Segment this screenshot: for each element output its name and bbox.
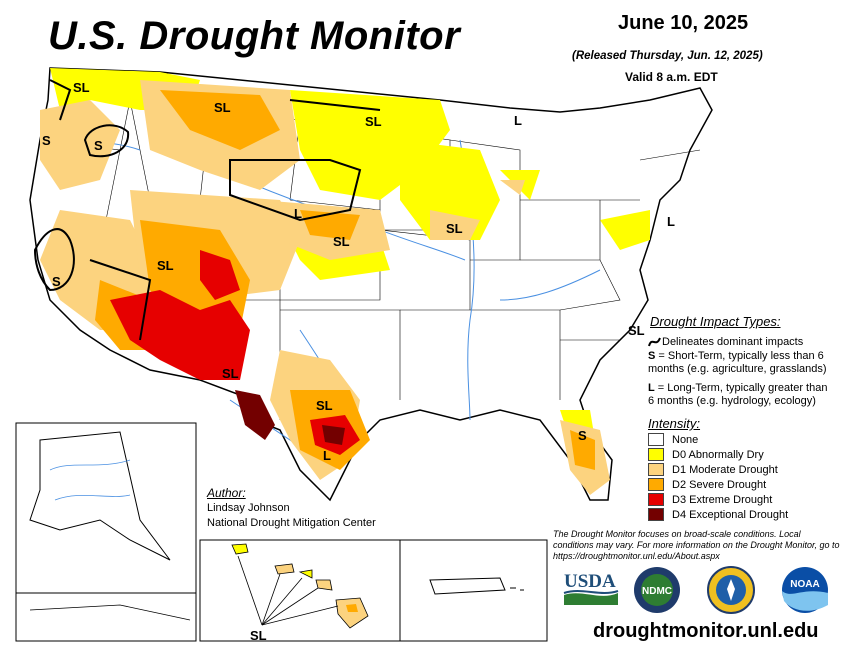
legend-swatch	[648, 478, 664, 491]
legend-swatch	[648, 448, 664, 461]
impact-l-key: L	[648, 382, 655, 394]
impact-legend-title: Drought Impact Types:	[650, 314, 781, 329]
impact-lines	[33, 79, 381, 341]
svg-text:NDMC: NDMC	[642, 586, 672, 597]
legend-item-d3: D3 Extreme Drought	[648, 493, 772, 506]
map-label: SL	[316, 398, 333, 413]
map-label: L	[294, 206, 302, 221]
svg-text:NOAA: NOAA	[790, 579, 819, 590]
map-label: S	[42, 133, 51, 148]
impact-s-desc: = Short-Term, typically less than 6 mont…	[648, 350, 827, 375]
usda-logo: USDA	[563, 571, 619, 605]
svg-text:USDA: USDA	[564, 571, 616, 592]
legend-item-d0: D0 Abnormally Dry	[648, 448, 764, 461]
map-label: SL	[73, 80, 90, 95]
legend-item-d2: D2 Severe Drought	[648, 478, 766, 491]
impact-line-desc: Delineates dominant impacts	[662, 336, 804, 348]
legend-swatch	[648, 493, 664, 506]
legend-swatch	[648, 463, 664, 476]
impact-long-term: L = Long-Term, typically greater than 6 …	[648, 382, 833, 408]
legend-label: None	[672, 433, 699, 446]
legend-swatch	[648, 508, 664, 521]
author-name: Lindsay Johnson	[207, 502, 290, 514]
map-label: SL	[214, 100, 231, 115]
map-label: SL	[628, 323, 645, 338]
impact-s-key: S	[648, 350, 656, 362]
legend-label: D1 Moderate Drought	[672, 463, 778, 476]
map-label: L	[323, 448, 331, 463]
legend-item-none: None	[648, 433, 698, 446]
map-label: SL	[333, 234, 350, 249]
impact-line-icon	[648, 337, 661, 347]
website-url[interactable]: droughtmonitor.unl.edu	[593, 620, 819, 642]
map-label: SL	[446, 221, 463, 236]
impact-short-term: S = Short-Term, typically less than 6 mo…	[648, 350, 833, 376]
map-label: SL	[222, 366, 239, 381]
map-label: SL	[365, 114, 382, 129]
intensity-legend-title: Intensity:	[648, 416, 701, 431]
author-title: Author:	[207, 486, 246, 500]
page-title: U.S. Drought Monitor	[48, 14, 461, 58]
map-label: L	[514, 113, 522, 128]
commerce-seal	[707, 566, 755, 614]
valid-time: Valid 8 a.m. EDT	[625, 70, 718, 84]
map-label: L	[667, 214, 675, 229]
impact-l-desc: = Long-Term, typically greater than 6 mo…	[648, 382, 828, 407]
legend-label: D2 Severe Drought	[672, 478, 767, 491]
legend-label: D4 Exceptional Drought	[672, 508, 789, 521]
noaa-logo: NOAA	[782, 567, 828, 613]
legend-item-d4: D4 Exceptional Drought	[648, 508, 788, 521]
legend-swatch	[648, 433, 664, 446]
map-label: S	[578, 428, 587, 443]
legend-label: D3 Extreme Drought	[672, 493, 773, 506]
puerto-rico-shape	[429, 577, 506, 595]
author-org: National Drought Mitigation Center	[207, 517, 376, 529]
map-date: June 10, 2025	[618, 12, 749, 34]
map-label: S	[52, 274, 61, 289]
legend-item-d1: D1 Moderate Drought	[648, 463, 778, 476]
map-label: S	[94, 138, 103, 153]
map-label: SL	[157, 258, 174, 273]
map-label: SL	[250, 628, 267, 643]
info-note: The Drought Monitor focuses on broad-sca…	[553, 529, 840, 561]
d4-areas	[235, 390, 345, 445]
legend-label: D0 Abnormally Dry	[672, 448, 764, 461]
release-note: (Released Thursday, Jun. 12, 2025)	[572, 50, 763, 62]
ndmc-logo: NDMC	[634, 567, 680, 613]
hawaii-inset	[199, 539, 401, 642]
